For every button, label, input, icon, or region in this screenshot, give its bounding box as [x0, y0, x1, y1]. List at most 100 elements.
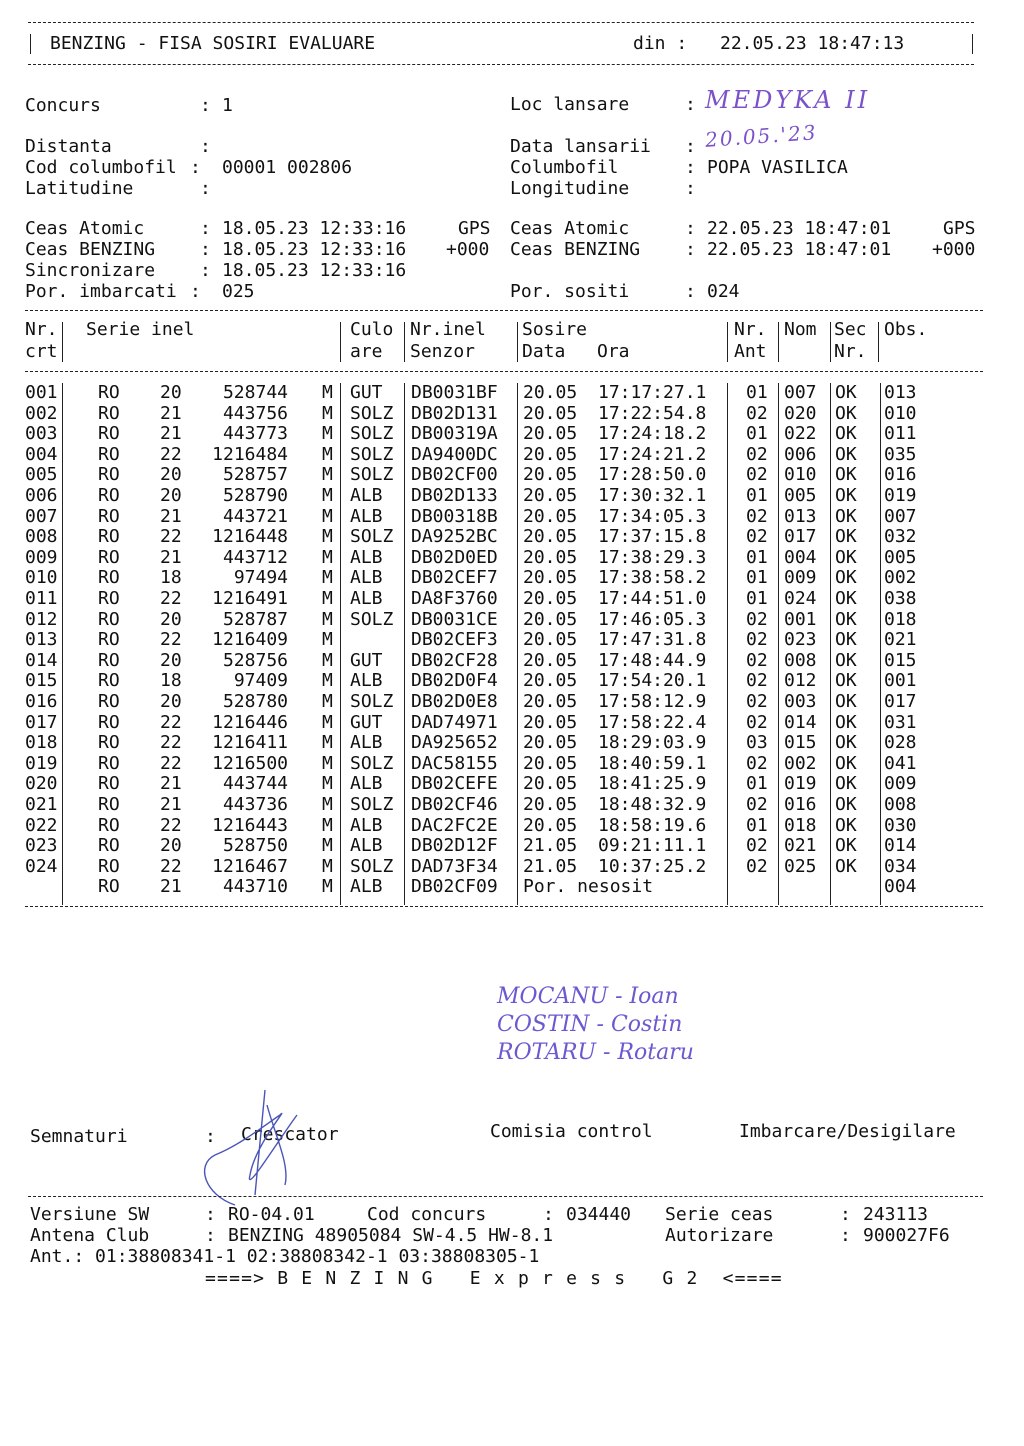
antenna-list: Ant.: 01:38808341-1 02:38808342-1 03:388…	[30, 1246, 540, 1267]
cell-ring: 528780	[222, 691, 288, 712]
cell-date: 20.05	[523, 567, 578, 589]
cell-date: 20.05	[523, 443, 578, 465]
column-divider	[62, 383, 63, 905]
cell-time: 17:24:18.2	[598, 423, 707, 445]
cell-obs: 016	[884, 464, 917, 486]
cell-nom: 002	[784, 752, 817, 774]
cell-obs: 013	[884, 382, 917, 403]
cell-ant: 03	[746, 732, 768, 754]
column-divider	[880, 383, 881, 905]
concurs-label: Concurs	[25, 95, 101, 116]
col-header-sosire: Sosire	[522, 319, 588, 340]
cell-country: RO	[98, 567, 120, 589]
cell-date: 20.05	[523, 485, 578, 506]
cell-ring: 1216500	[212, 752, 288, 774]
cell-sec: OK	[835, 752, 857, 774]
cell-country: RO	[98, 794, 120, 815]
col-header-sec-1: Sec	[834, 319, 867, 340]
cell-nr: 011	[25, 588, 58, 609]
cell-ant: 02	[746, 629, 768, 651]
cell-year: 20	[160, 464, 182, 486]
title-box-bottom	[28, 64, 974, 65]
cell-country: RO	[98, 649, 120, 671]
cell-sensor: DAD73F34	[411, 855, 498, 877]
cell-sex: M	[322, 505, 333, 527]
ceas-atomic-end-src: GPS	[943, 218, 976, 239]
cell-color: SOLZ	[350, 464, 394, 486]
cell-ring: 443773	[222, 423, 288, 445]
cell-sex: M	[322, 608, 333, 630]
cell-color: SOLZ	[350, 608, 394, 630]
cell-obs: 018	[884, 608, 917, 630]
cell-country: RO	[98, 855, 120, 877]
cod-concurs-label: Cod concurs	[367, 1204, 487, 1225]
cell-ant: 01	[746, 814, 768, 836]
cell-sec: OK	[835, 567, 857, 589]
cell-nom: 020	[784, 402, 817, 424]
cell-time: 18:48:32.9	[598, 794, 707, 815]
cell-nom: 015	[784, 732, 817, 754]
latitudine-label: Latitudine	[25, 178, 134, 199]
cell-sec: OK	[835, 423, 857, 445]
cell-sec: OK	[835, 485, 857, 506]
cell-nom: 004	[784, 546, 817, 568]
cell-ring: 1216411	[212, 732, 288, 754]
cell-obs: 041	[884, 752, 917, 774]
column-divider	[404, 322, 405, 362]
cell-country: RO	[98, 526, 120, 548]
cell-obs: 014	[884, 835, 917, 857]
cell-ring: 1216446	[212, 711, 288, 733]
cell-time: 17:34:05.3	[598, 505, 707, 527]
column-divider	[778, 322, 779, 362]
cell-time: 18:41:25.9	[598, 773, 707, 795]
cell-time: 17:58:12.9	[598, 691, 707, 712]
cell-nom: 018	[784, 814, 817, 836]
cell-country: RO	[98, 691, 120, 712]
cell-country: RO	[98, 382, 120, 403]
cell-year: 22	[160, 526, 182, 548]
cell-sec: OK	[835, 794, 857, 815]
ceas-benzing-label: Ceas BENZING	[25, 239, 156, 260]
cell-nr: 005	[25, 464, 58, 486]
serie-ceas-value: 243113	[863, 1204, 929, 1225]
cell-sensor: DB0031CE	[411, 608, 498, 630]
col-header-ant-1: Nr.	[734, 319, 767, 340]
cell-sensor: DB02D0ED	[411, 546, 498, 568]
cell-obs: 034	[884, 855, 917, 877]
col-header-nom: Nom	[784, 319, 817, 340]
cell-country: RO	[98, 814, 120, 836]
cell-year: 22	[160, 814, 182, 836]
cell-ant: 02	[746, 794, 768, 815]
cell-nr: 023	[25, 835, 58, 857]
ceas-atomic-end: 22.05.23 18:47:01	[707, 218, 892, 239]
cell-date: 20.05	[523, 608, 578, 630]
column-divider	[62, 322, 63, 362]
colon: :	[200, 239, 211, 260]
cod-concurs-value: 034440	[566, 1204, 632, 1225]
cell-obs: 002	[884, 567, 917, 589]
cell-nr: 021	[25, 794, 58, 815]
cell-time: 17:58:22.4	[598, 711, 707, 733]
cell-date: 21.05	[523, 835, 578, 857]
col-header-culoare-2: are	[350, 341, 383, 362]
cell-ring: 97494	[233, 567, 288, 589]
cell-nr: 015	[25, 670, 58, 692]
cell-sec: OK	[835, 505, 857, 527]
cell-nr: 002	[25, 402, 58, 424]
cell-year: 21	[160, 423, 182, 445]
cell-date: Por. nesosit	[523, 876, 654, 898]
cell-year: 21	[160, 505, 182, 527]
cell-year: 21	[160, 794, 182, 815]
cell-date: 20.05	[523, 382, 578, 403]
colon: :	[200, 178, 211, 199]
column-divider	[830, 322, 831, 362]
title-box-left	[30, 34, 31, 54]
cell-obs: 035	[884, 443, 917, 465]
cell-ring: 528756	[222, 649, 288, 671]
cell-ant: 02	[746, 443, 768, 465]
cell-obs: 007	[884, 505, 917, 527]
cell-color: ALB	[350, 773, 383, 795]
cell-time: 17:54:20.1	[598, 670, 707, 692]
cell-sec: OK	[835, 546, 857, 568]
cell-obs: 028	[884, 732, 917, 754]
